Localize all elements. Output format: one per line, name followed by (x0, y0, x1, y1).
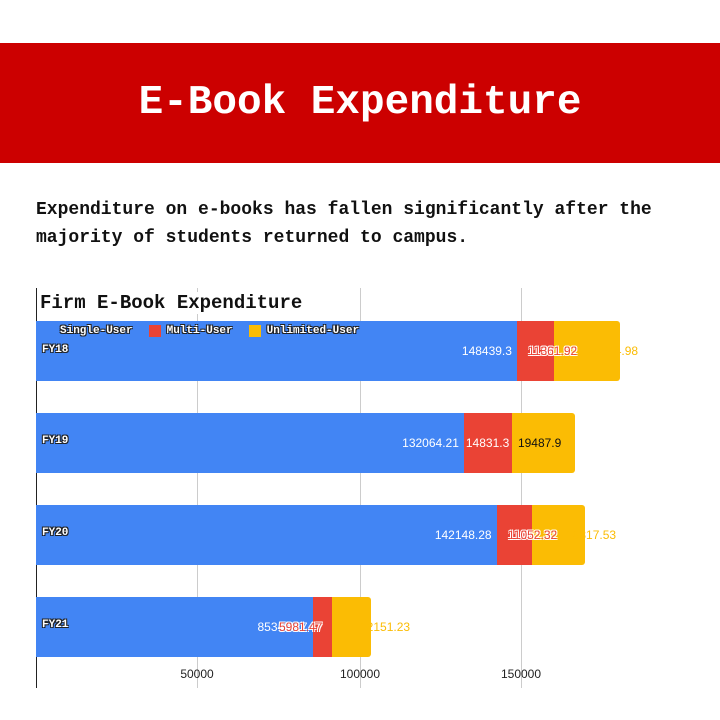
chart-legend: Single-User Multi-User Unlimited-User (60, 325, 369, 337)
value-label-multi-user: 14831.3 (465, 436, 510, 450)
value-label-unlimited-user: 12151.23 (360, 620, 411, 634)
legend-swatch-multi-user (148, 325, 161, 337)
value-label-unlimited-user: 19487.9 (517, 436, 562, 450)
bar-segment-multi-user[interactable] (312, 597, 332, 657)
bar-segment-unlimited-user[interactable] (511, 413, 576, 473)
value-label-multi-user: 5981.47 (279, 620, 323, 634)
x-tick-100000: 100000 (339, 667, 381, 681)
bar-segment-single-user[interactable] (36, 597, 313, 657)
page-title: E-Book Expenditure (138, 80, 582, 126)
bar-segment-single-user[interactable] (36, 413, 464, 473)
header-banner: E-Book Expenditure (0, 43, 720, 163)
value-label-single-user: 148439.3 (461, 344, 512, 358)
gridline-150000 (521, 288, 522, 688)
bar-segment-unlimited-user[interactable] (331, 597, 372, 657)
category-label: FY20 (42, 527, 69, 539)
chart-title: Firm E-Book Expenditure (40, 292, 305, 314)
value-label-unlimited-user: 16317.53 (566, 528, 617, 542)
bar-segment-multi-user[interactable] (496, 505, 533, 565)
y-axis-line (36, 288, 37, 688)
gridline-100000 (360, 288, 361, 688)
legend-single-user: Single-User (60, 325, 133, 337)
value-label-unlimited-user: 20344.98 (588, 344, 639, 358)
category-label: FY18 (42, 344, 69, 356)
category-label: FY21 (42, 619, 69, 631)
bar-segment-multi-user[interactable] (463, 413, 512, 473)
page-subtitle: Expenditure on e-books has fallen signif… (36, 200, 652, 248)
value-label-multi-user: 11361.92 (528, 344, 578, 358)
legend-swatch-unlimited-user (248, 325, 261, 337)
value-label-multi-user: 11052.32 (508, 528, 558, 542)
x-tick-150000: 150000 (500, 667, 542, 681)
stacked-bar-chart: Firm E-Book Expenditure FY18 148439.3 1136… (0, 288, 720, 698)
bar-segment-unlimited-user[interactable] (532, 505, 586, 565)
legend-multi-user: Multi-User (166, 325, 233, 337)
bar-segment-multi-user[interactable] (516, 321, 554, 381)
bar-segment-unlimited-user[interactable] (553, 321, 620, 381)
value-label-single-user: 85346.17 (257, 620, 308, 634)
gridline-50000 (197, 288, 198, 688)
value-label-single-user: 142148.28 (434, 528, 492, 542)
x-tick-50000: 50000 (180, 667, 214, 681)
value-label-single-user: 132064.21 (402, 436, 459, 450)
legend-unlimited-user: Unlimited-User (266, 325, 360, 337)
bar-segment-single-user[interactable] (36, 321, 517, 381)
category-label: FY19 (42, 435, 69, 447)
bar-segment-single-user[interactable] (36, 505, 497, 565)
